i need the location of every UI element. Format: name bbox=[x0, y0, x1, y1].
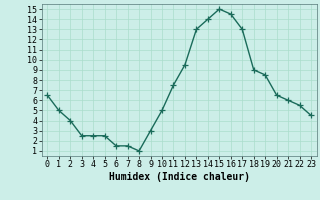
X-axis label: Humidex (Indice chaleur): Humidex (Indice chaleur) bbox=[109, 172, 250, 182]
